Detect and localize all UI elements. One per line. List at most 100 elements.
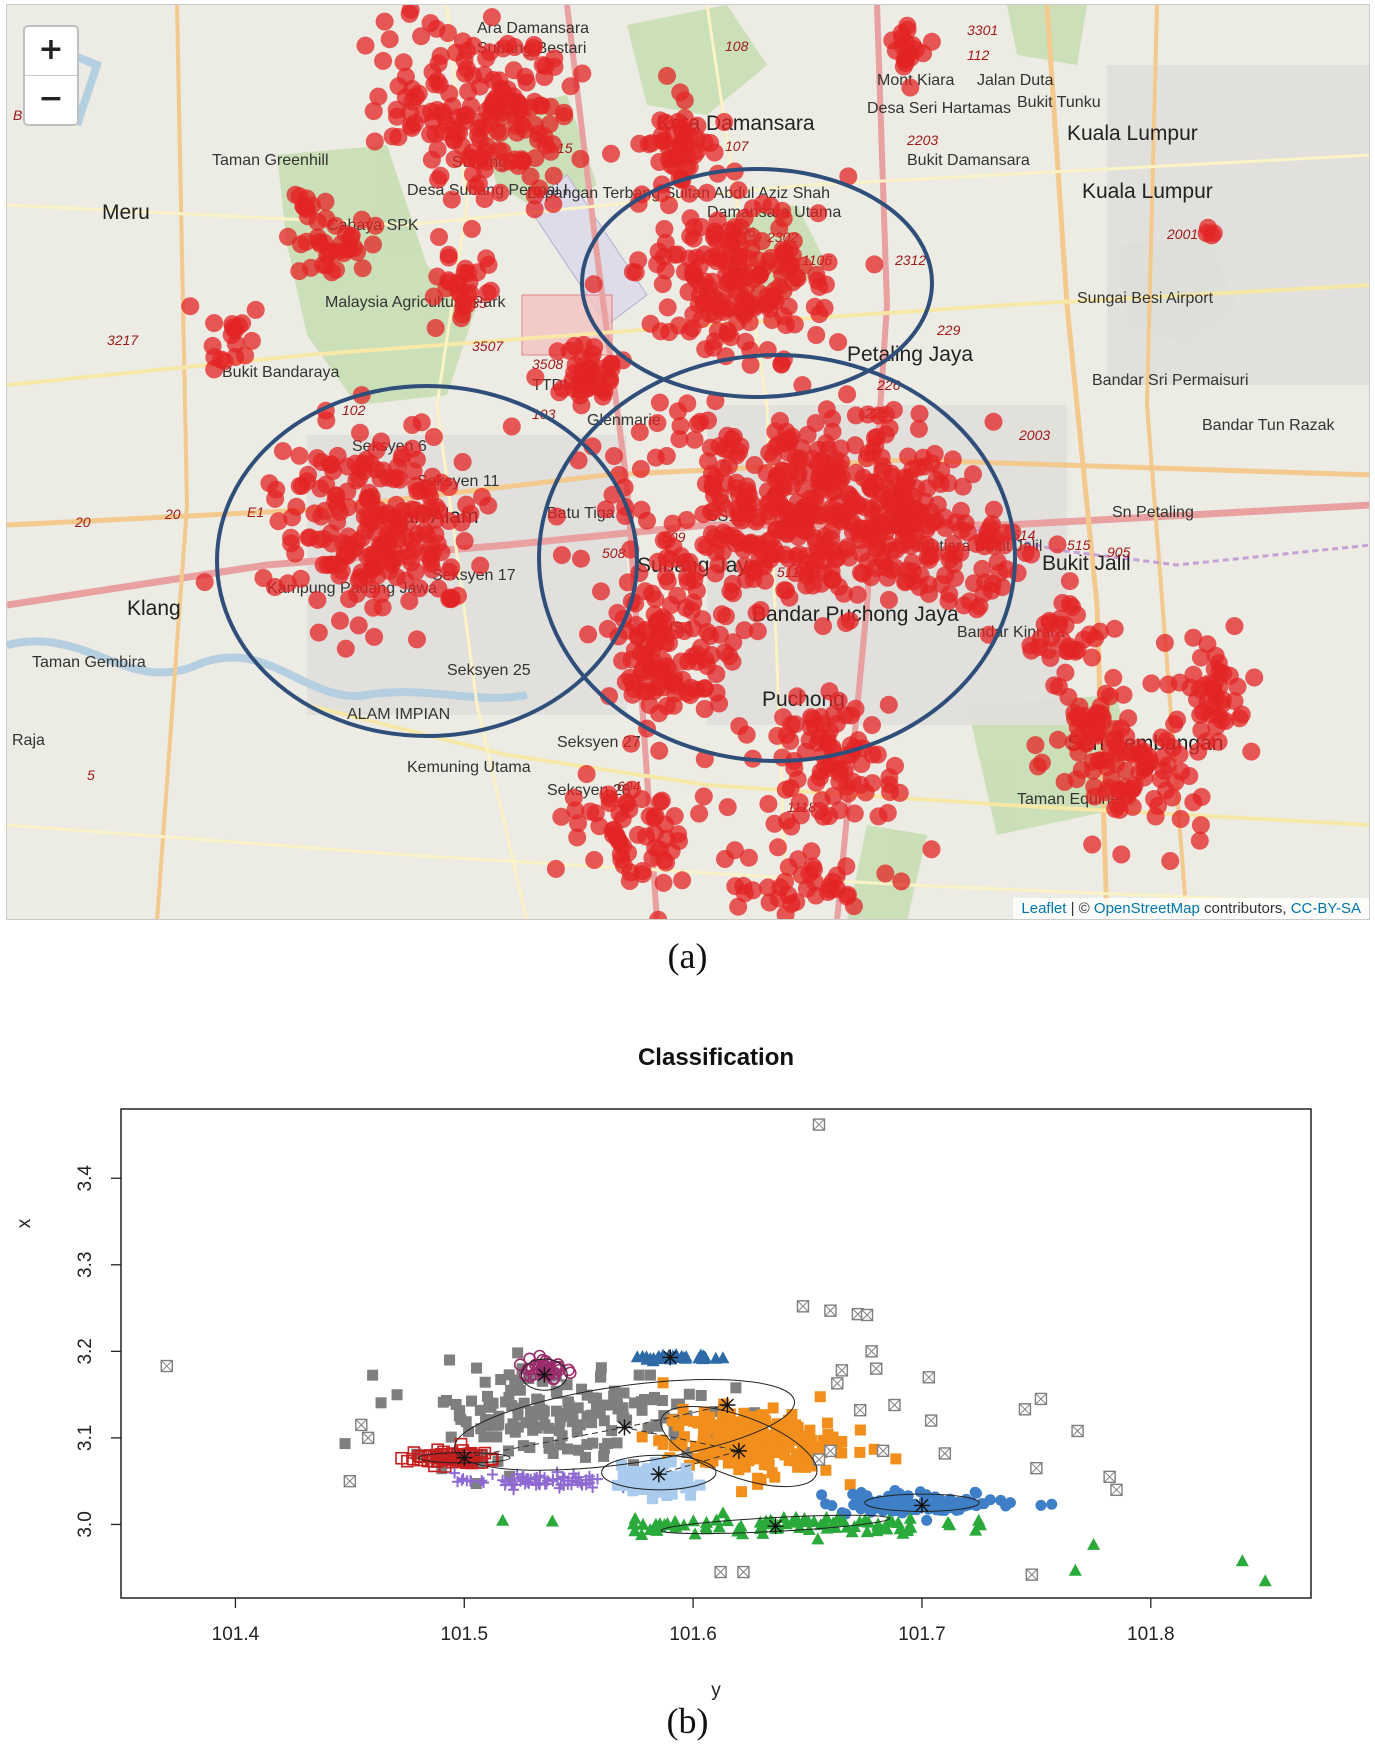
incident-point — [623, 262, 642, 281]
incident-point — [940, 544, 959, 563]
data-point — [796, 1300, 810, 1313]
data-point — [554, 1415, 566, 1427]
incident-point — [403, 80, 422, 98]
data-point — [454, 1405, 466, 1417]
incident-point — [1216, 712, 1235, 730]
road-label: 20 — [164, 506, 181, 522]
data-point — [594, 1407, 606, 1419]
data-point — [509, 1374, 521, 1386]
road-label: 2001 — [1166, 226, 1198, 242]
openstreetmap-link[interactable]: OpenStreetMap — [1093, 900, 1200, 917]
incident-point — [698, 622, 717, 641]
data-point — [524, 1442, 536, 1454]
incident-point — [293, 476, 311, 495]
incident-point — [592, 582, 610, 601]
incident-point — [428, 534, 447, 553]
data-point — [1018, 1403, 1032, 1416]
data-point — [672, 1419, 684, 1431]
data-point — [651, 1420, 663, 1432]
data-point — [869, 1362, 883, 1375]
data-point — [868, 1443, 880, 1455]
incident-point — [430, 228, 448, 246]
data-point — [676, 1437, 688, 1449]
incident-point — [302, 258, 320, 277]
incident-point — [651, 664, 670, 682]
incident-point — [1225, 692, 1244, 711]
zoom-in-button[interactable]: + — [38, 32, 64, 67]
data-point — [598, 1450, 610, 1462]
x-axis-label: y — [711, 1680, 721, 1701]
data-point — [637, 1472, 649, 1484]
leaflet-link[interactable]: Leaflet — [1021, 900, 1067, 917]
data-point — [698, 1427, 710, 1439]
data-point — [508, 1484, 520, 1496]
data-point — [670, 1518, 684, 1531]
data-point — [796, 1437, 808, 1449]
data-point — [685, 1489, 697, 1501]
incident-point — [290, 446, 309, 465]
incident-point — [1035, 615, 1054, 634]
map-panel[interactable]: Ara Damansara Kota Damansara Desa Seri Har… — [6, 4, 1370, 920]
data-point — [616, 1411, 628, 1423]
data-point — [554, 1439, 566, 1451]
incident-point — [695, 294, 714, 313]
data-point — [639, 1393, 651, 1405]
incident-point — [585, 851, 604, 869]
incident-point — [825, 482, 844, 501]
cluster-center — [730, 1442, 747, 1459]
data-point — [471, 1362, 483, 1374]
data-point — [854, 1446, 866, 1458]
incident-point — [828, 879, 847, 898]
data-point — [642, 1422, 654, 1434]
incident-point — [1165, 715, 1184, 734]
incident-point — [617, 794, 636, 813]
incident-point — [922, 454, 941, 473]
incident-point — [403, 500, 421, 519]
incident-point — [410, 579, 429, 598]
data-point — [500, 1396, 512, 1408]
data-point — [941, 1515, 955, 1528]
incident-point — [1161, 852, 1180, 870]
data-point — [444, 1354, 456, 1366]
incident-point — [618, 573, 637, 592]
incident-point — [547, 507, 566, 526]
place-label: Taman Greenhill — [212, 152, 329, 169]
incident-point — [565, 363, 584, 382]
data-point — [844, 1479, 856, 1491]
incident-point — [1114, 685, 1133, 704]
data-point — [811, 1532, 825, 1545]
data-point — [658, 1410, 670, 1422]
data-point — [375, 1397, 387, 1409]
incident-point — [785, 315, 804, 334]
y-tick-label: 3.2 — [75, 1338, 96, 1364]
data-point — [824, 1444, 837, 1458]
incident-point — [897, 47, 916, 66]
data-point — [476, 1475, 488, 1487]
zoom-out-button[interactable]: − — [25, 75, 77, 124]
data-point — [924, 1500, 936, 1512]
caption-a: (a) — [667, 936, 708, 976]
cluster-center — [650, 1466, 667, 1483]
incident-point — [546, 859, 565, 878]
road-label: 102 — [342, 402, 366, 418]
incident-point — [369, 87, 388, 106]
data-point — [730, 1382, 742, 1394]
incident-point — [498, 34, 517, 53]
incident-point — [776, 780, 795, 799]
data-point — [591, 1392, 603, 1404]
incident-point — [658, 572, 677, 591]
incident-point — [491, 123, 510, 142]
data-point — [547, 1473, 559, 1485]
incident-point — [513, 104, 532, 122]
data-point — [657, 1377, 669, 1389]
incident-point — [973, 559, 992, 578]
data-point — [591, 1401, 603, 1413]
incident-point — [440, 562, 459, 581]
incident-point — [382, 555, 401, 574]
license-link[interactable]: CC-BY-SA — [1290, 900, 1361, 917]
incident-point — [1194, 703, 1213, 722]
y-axis-label: x — [14, 1218, 35, 1228]
incident-point — [479, 496, 498, 515]
incident-point — [593, 387, 612, 406]
